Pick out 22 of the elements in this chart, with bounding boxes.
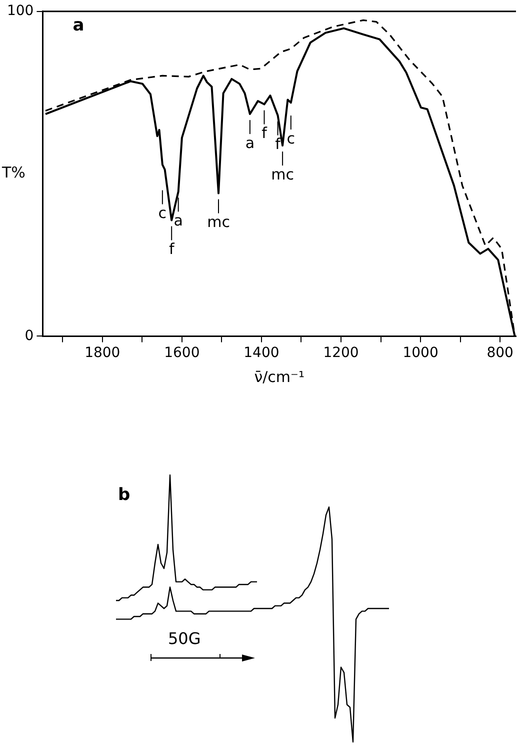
y-axis-title: T%: [1, 164, 26, 182]
annotation: f: [275, 135, 282, 154]
text: b: [118, 484, 130, 505]
annotation: c: [158, 204, 167, 222]
annotation: 50G: [167, 629, 202, 648]
y-tick-label: 100: [6, 3, 34, 20]
x-tick-label: 1800: [84, 345, 120, 362]
chart-title: a: [72, 15, 84, 36]
x-tick-label: 800: [486, 345, 514, 362]
x-tick-label: 1200: [323, 345, 359, 362]
annotation: mc: [207, 213, 230, 232]
annotation: a: [245, 134, 255, 152]
x-tick-label: 1600: [164, 345, 200, 362]
x-tick-label: 1400: [244, 345, 280, 362]
annotation: f: [262, 124, 268, 142]
annotation: f: [168, 240, 175, 258]
annotation: c: [286, 129, 296, 148]
annotation: a: [174, 212, 183, 230]
annotation: mc: [271, 165, 294, 184]
y-tick-label: 0: [24, 328, 34, 344]
x-axis-title: ν̄/cm⁻¹: [254, 368, 304, 386]
x-tick-label: 1000: [402, 345, 438, 362]
